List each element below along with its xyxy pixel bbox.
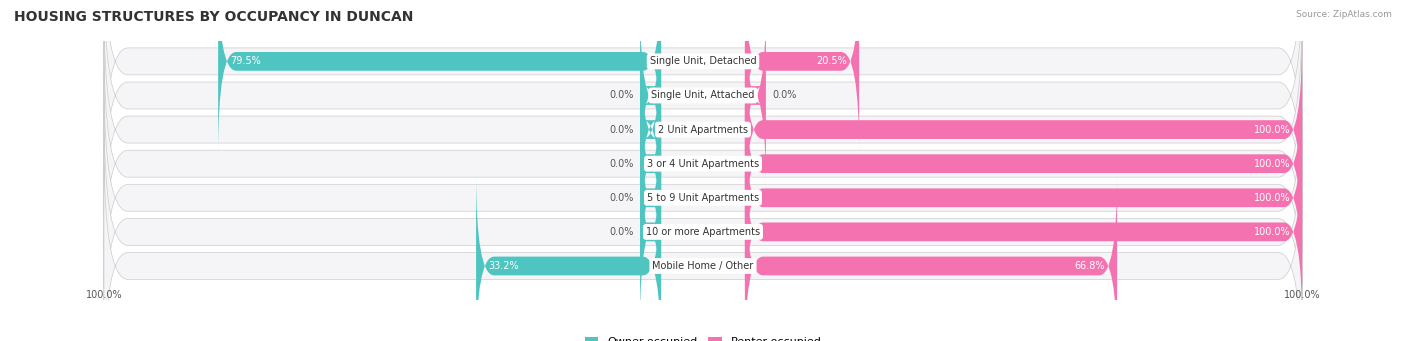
- FancyBboxPatch shape: [104, 109, 1302, 341]
- FancyBboxPatch shape: [745, 3, 766, 189]
- FancyBboxPatch shape: [104, 41, 1302, 286]
- FancyBboxPatch shape: [218, 0, 661, 154]
- Text: Single Unit, Detached: Single Unit, Detached: [650, 56, 756, 66]
- FancyBboxPatch shape: [745, 139, 1302, 325]
- Text: 0.0%: 0.0%: [610, 124, 634, 135]
- Text: Source: ZipAtlas.com: Source: ZipAtlas.com: [1296, 10, 1392, 19]
- FancyBboxPatch shape: [745, 173, 1118, 341]
- Text: 66.8%: 66.8%: [1074, 261, 1105, 271]
- FancyBboxPatch shape: [104, 0, 1302, 219]
- Text: 0.0%: 0.0%: [610, 159, 634, 169]
- FancyBboxPatch shape: [104, 143, 1302, 341]
- Text: 10 or more Apartments: 10 or more Apartments: [645, 227, 761, 237]
- Text: 100.0%: 100.0%: [86, 290, 122, 300]
- Text: 100.0%: 100.0%: [1254, 159, 1291, 169]
- FancyBboxPatch shape: [477, 173, 661, 341]
- FancyBboxPatch shape: [640, 139, 661, 325]
- Text: 79.5%: 79.5%: [231, 56, 262, 66]
- Text: 100.0%: 100.0%: [1254, 227, 1291, 237]
- FancyBboxPatch shape: [745, 105, 1302, 291]
- Text: 100.0%: 100.0%: [1284, 290, 1320, 300]
- FancyBboxPatch shape: [745, 71, 1302, 256]
- Text: 0.0%: 0.0%: [610, 193, 634, 203]
- Text: 20.5%: 20.5%: [817, 56, 848, 66]
- FancyBboxPatch shape: [104, 7, 1302, 252]
- FancyBboxPatch shape: [104, 0, 1302, 184]
- FancyBboxPatch shape: [745, 37, 1302, 222]
- Text: Mobile Home / Other: Mobile Home / Other: [652, 261, 754, 271]
- Text: 2 Unit Apartments: 2 Unit Apartments: [658, 124, 748, 135]
- FancyBboxPatch shape: [745, 0, 859, 154]
- Text: Single Unit, Attached: Single Unit, Attached: [651, 90, 755, 101]
- Text: 100.0%: 100.0%: [1254, 193, 1291, 203]
- Text: 3 or 4 Unit Apartments: 3 or 4 Unit Apartments: [647, 159, 759, 169]
- Text: HOUSING STRUCTURES BY OCCUPANCY IN DUNCAN: HOUSING STRUCTURES BY OCCUPANCY IN DUNCA…: [14, 10, 413, 24]
- Text: 33.2%: 33.2%: [488, 261, 519, 271]
- Text: 100.0%: 100.0%: [1254, 124, 1291, 135]
- Text: 0.0%: 0.0%: [610, 90, 634, 101]
- FancyBboxPatch shape: [640, 105, 661, 291]
- Text: 5 to 9 Unit Apartments: 5 to 9 Unit Apartments: [647, 193, 759, 203]
- Text: 0.0%: 0.0%: [610, 227, 634, 237]
- Legend: Owner-occupied, Renter-occupied: Owner-occupied, Renter-occupied: [581, 332, 825, 341]
- Text: 0.0%: 0.0%: [772, 90, 796, 101]
- FancyBboxPatch shape: [640, 3, 661, 189]
- FancyBboxPatch shape: [104, 75, 1302, 321]
- FancyBboxPatch shape: [640, 37, 661, 222]
- FancyBboxPatch shape: [640, 71, 661, 256]
